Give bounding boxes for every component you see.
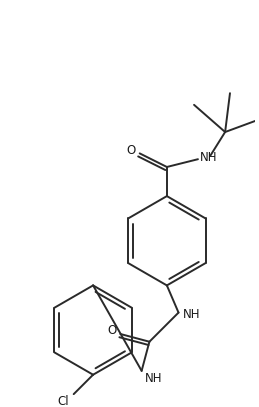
Text: O: O [126,144,135,157]
Text: NH: NH [182,308,200,321]
Text: Cl: Cl [57,396,69,407]
Text: NH: NH [145,372,162,385]
Text: NH: NH [200,151,217,164]
Text: O: O [107,324,116,337]
